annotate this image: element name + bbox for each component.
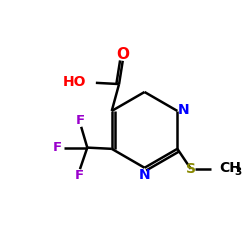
Text: O: O xyxy=(117,47,130,62)
Text: HO: HO xyxy=(63,75,86,89)
Text: N: N xyxy=(138,168,150,181)
Text: F: F xyxy=(53,141,62,154)
Text: 3: 3 xyxy=(234,167,242,177)
Text: F: F xyxy=(76,114,85,127)
Text: F: F xyxy=(75,169,84,182)
Text: N: N xyxy=(178,104,190,118)
Text: S: S xyxy=(186,162,196,176)
Text: CH: CH xyxy=(220,161,241,175)
